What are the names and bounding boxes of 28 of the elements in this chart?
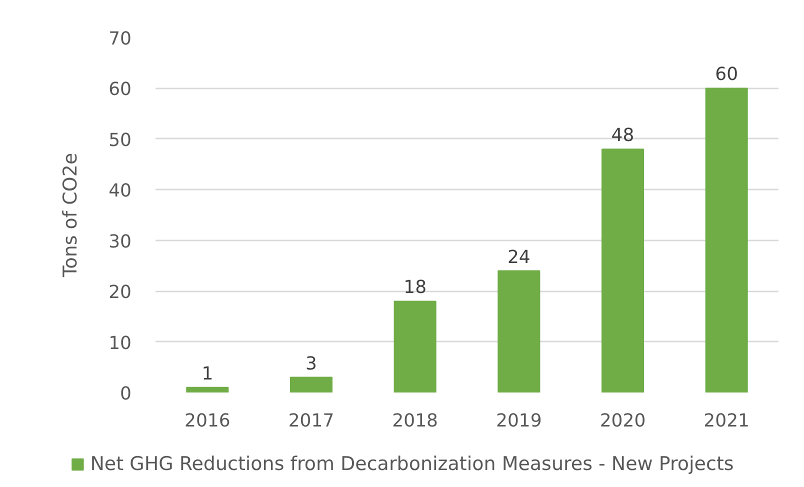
y-tick-label: 30	[108, 231, 132, 252]
bar	[601, 148, 644, 392]
y-tick-label: 60	[108, 79, 132, 100]
bar	[186, 386, 229, 392]
data-label: 18	[404, 277, 427, 298]
legend-label: Net GHG Reductions from Decarbonization Measures - New Projects	[90, 452, 734, 474]
y-axis-title: Tons of CO2e	[60, 152, 82, 278]
data-label: 48	[611, 125, 634, 146]
y-tick-label: 0	[120, 384, 132, 404]
x-tick-label: 2017	[288, 410, 334, 432]
data-label: 3	[306, 353, 317, 374]
bar	[394, 300, 436, 392]
y-tick-label: 40	[108, 180, 132, 202]
bar	[705, 88, 748, 392]
x-tick-label: 2018	[392, 410, 438, 432]
data-label: 60	[715, 64, 738, 86]
bar	[290, 376, 333, 392]
y-tick-label: 70	[108, 28, 132, 50]
y-tick-label: 20	[108, 282, 132, 304]
bar	[498, 270, 540, 392]
x-tick-label: 2021	[704, 410, 750, 432]
data-label: 24	[507, 246, 530, 268]
y-tick-label: 50	[108, 130, 132, 151]
x-tick-label: 2020	[600, 410, 646, 432]
data-label: 1	[202, 363, 214, 384]
x-tick-label: 2016	[184, 410, 230, 432]
y-tick-label: 10	[108, 332, 132, 354]
x-tick-label: 2019	[496, 410, 542, 432]
